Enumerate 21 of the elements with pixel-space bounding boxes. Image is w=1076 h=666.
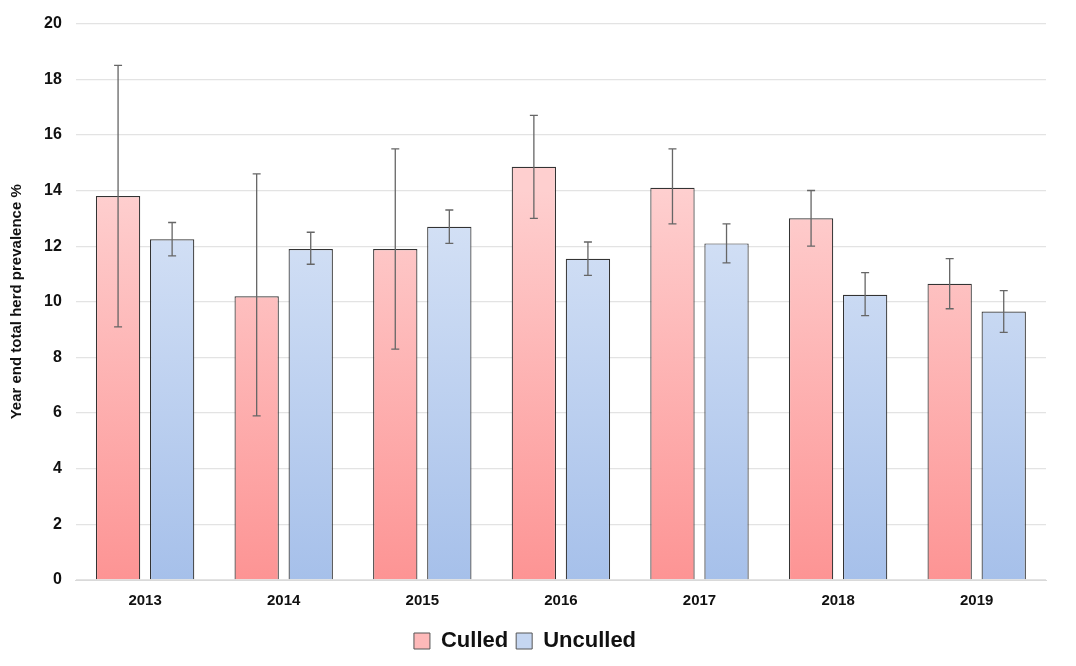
y-tick-label: 16	[44, 125, 62, 143]
x-tick-label: 2015	[405, 591, 439, 609]
y-tick-label: 0	[52, 570, 62, 588]
x-tick-label: 2019	[960, 591, 994, 609]
x-tick-label: 2016	[544, 591, 578, 609]
y-tick-label: 2	[52, 514, 62, 532]
legend-label: Culled	[440, 627, 509, 653]
y-tick-label: 14	[44, 180, 62, 198]
legend-label: Unculled	[543, 627, 637, 653]
x-tick-label: 2017	[682, 591, 717, 609]
y-tick-label: 8	[52, 347, 62, 365]
x-tick-label: 2013	[128, 591, 162, 609]
y-tick-label: 4	[52, 459, 62, 477]
y-tick-label: 20	[44, 14, 62, 32]
y-tick-label: 10	[44, 292, 62, 310]
y-tick-label: 18	[44, 69, 62, 87]
x-tick-label: 2018	[821, 591, 855, 609]
y-tick-label: 12	[44, 236, 62, 254]
x-tick-label: 2014	[267, 591, 302, 609]
y-tick-label: 6	[52, 403, 62, 421]
y-axis-title: Year end total herd prevalence %	[7, 184, 25, 420]
